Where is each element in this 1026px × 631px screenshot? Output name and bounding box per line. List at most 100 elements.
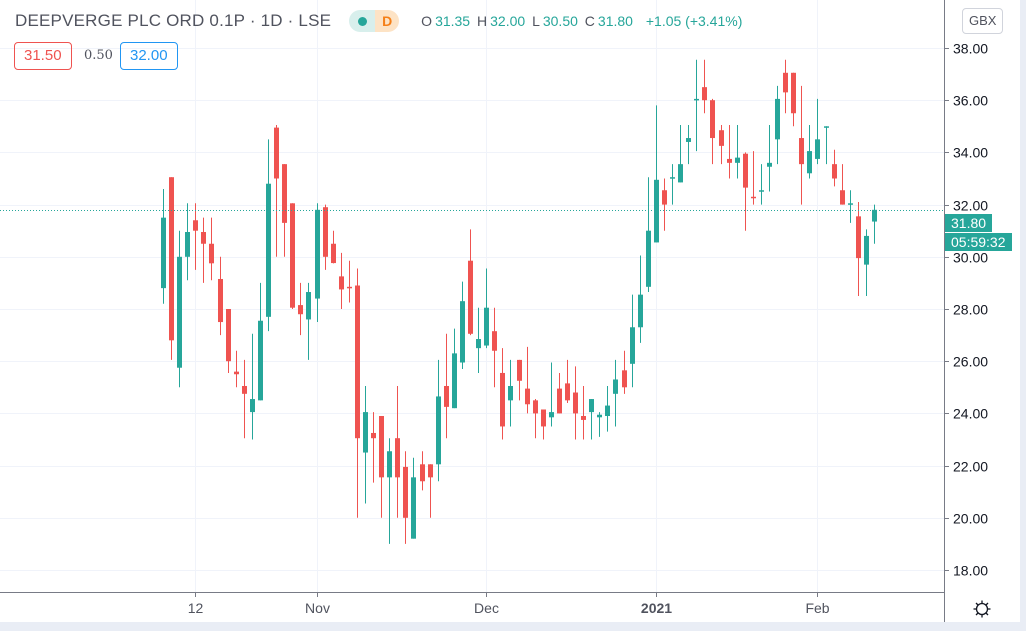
candle-body <box>597 414 602 418</box>
candle-body <box>654 179 659 243</box>
candle-up <box>363 385 368 504</box>
candle-body <box>856 216 861 259</box>
time-tick-label: Nov <box>305 600 330 616</box>
legend-row: DEEPVERGE PLC ORD 0.1P · 1D · LSE D O 31.… <box>15 10 745 32</box>
candle-body <box>250 399 255 413</box>
candlestick-chart[interactable]: 18.00 20.00 22.00 24.00 26.00 28.00 30.00 32.00… <box>0 0 1020 622</box>
candle-down <box>662 178 667 231</box>
candle-body <box>242 385 247 394</box>
candle-up <box>315 203 320 323</box>
candle-up <box>597 412 602 437</box>
candle-body <box>428 464 433 478</box>
candle-down <box>428 464 433 518</box>
candle-down <box>525 346 530 414</box>
price-axis[interactable]: 18.00 20.00 22.00 24.00 26.00 28.00 30.00 32.00… <box>944 41 988 579</box>
candle-up <box>646 177 651 293</box>
open-value: 31.35 <box>435 13 471 29</box>
candle-body <box>420 464 425 482</box>
candle-down <box>331 230 336 264</box>
time-tick-label: 12 <box>188 600 204 616</box>
candle-up <box>630 294 635 388</box>
candle-body <box>807 151 812 174</box>
candle-down <box>169 177 174 360</box>
candle-up <box>807 124 812 179</box>
candle-down <box>339 252 344 309</box>
price-tick-label: 22.00 <box>953 459 988 475</box>
candle-down <box>719 124 724 165</box>
candle-body <box>622 370 627 388</box>
candle-body <box>541 409 546 427</box>
candle-up <box>411 457 416 539</box>
currency-button[interactable]: GBX <box>962 8 1004 34</box>
candle-body <box>185 232 190 257</box>
candle-body <box>775 98 780 140</box>
candle-down <box>282 164 287 257</box>
candle-body <box>492 331 497 351</box>
candle-body <box>484 307 489 346</box>
candle-body <box>387 451 392 478</box>
candle-body <box>646 230 651 287</box>
candle-up <box>815 98 820 165</box>
candle-body <box>581 416 586 420</box>
candle-down <box>379 416 384 518</box>
candle-up <box>436 359 441 482</box>
candle-up <box>638 255 643 343</box>
price-tick-label: 26.00 <box>953 354 988 370</box>
candle-up <box>549 362 554 427</box>
time-tick-label: Dec <box>474 600 499 616</box>
candle-body <box>282 164 287 223</box>
gear-icon[interactable] <box>972 599 992 619</box>
candle-up <box>508 359 513 427</box>
candle-up <box>694 59 699 152</box>
candle-down <box>832 149 837 187</box>
candle-body <box>670 177 675 179</box>
candle-down <box>783 59 788 114</box>
candle-up <box>266 139 271 332</box>
candle-body <box>840 190 845 205</box>
high-label: H <box>477 13 488 29</box>
candle-down <box>298 282 303 336</box>
candle-down <box>743 152 748 231</box>
low-label: L <box>532 13 540 29</box>
candle-body <box>791 72 796 114</box>
market-status-badge[interactable]: D <box>349 10 400 32</box>
candle-up <box>767 124 772 192</box>
candle-body <box>193 220 198 231</box>
candle-body <box>517 359 522 381</box>
candle-up <box>613 359 618 427</box>
time-axis[interactable]: 12 Nov Dec 2021 Feb <box>188 592 830 616</box>
symbol-title[interactable]: DEEPVERGE PLC ORD 0.1P · 1D · LSE <box>15 11 332 30</box>
candle-down <box>444 333 449 439</box>
candle-down <box>500 348 505 440</box>
candle-up <box>484 268 489 349</box>
countdown-tag: 05:59:32 <box>945 233 1012 251</box>
candle-body <box>549 412 554 418</box>
candle-body <box>605 405 610 417</box>
candle-body <box>848 203 853 205</box>
candle-up <box>775 85 780 165</box>
spread-value: 0.50 <box>84 48 113 63</box>
sell-button[interactable]: 31.50 <box>14 42 72 70</box>
candle-body <box>783 72 788 93</box>
candle-body <box>468 260 473 334</box>
buy-button[interactable]: 32.00 <box>120 42 178 70</box>
last-price-tag: 31.80 <box>945 214 993 232</box>
candle-down <box>573 366 578 440</box>
candle-down <box>371 412 376 483</box>
candle-body <box>735 157 740 163</box>
candle-body <box>403 466 408 518</box>
candle-up <box>452 328 457 409</box>
candle-body <box>290 203 295 308</box>
candle-body <box>767 162 772 167</box>
candle-down <box>840 164 845 205</box>
candle-body <box>436 396 441 465</box>
candle-body <box>727 158 732 163</box>
delayed-data-badge: D <box>375 10 400 32</box>
candle-body <box>824 126 829 128</box>
candle-body <box>872 209 877 222</box>
candle-down <box>201 217 206 283</box>
candle-body <box>662 190 667 205</box>
candle-down <box>710 98 715 165</box>
candle-up <box>250 333 255 440</box>
candle-body <box>452 353 457 409</box>
